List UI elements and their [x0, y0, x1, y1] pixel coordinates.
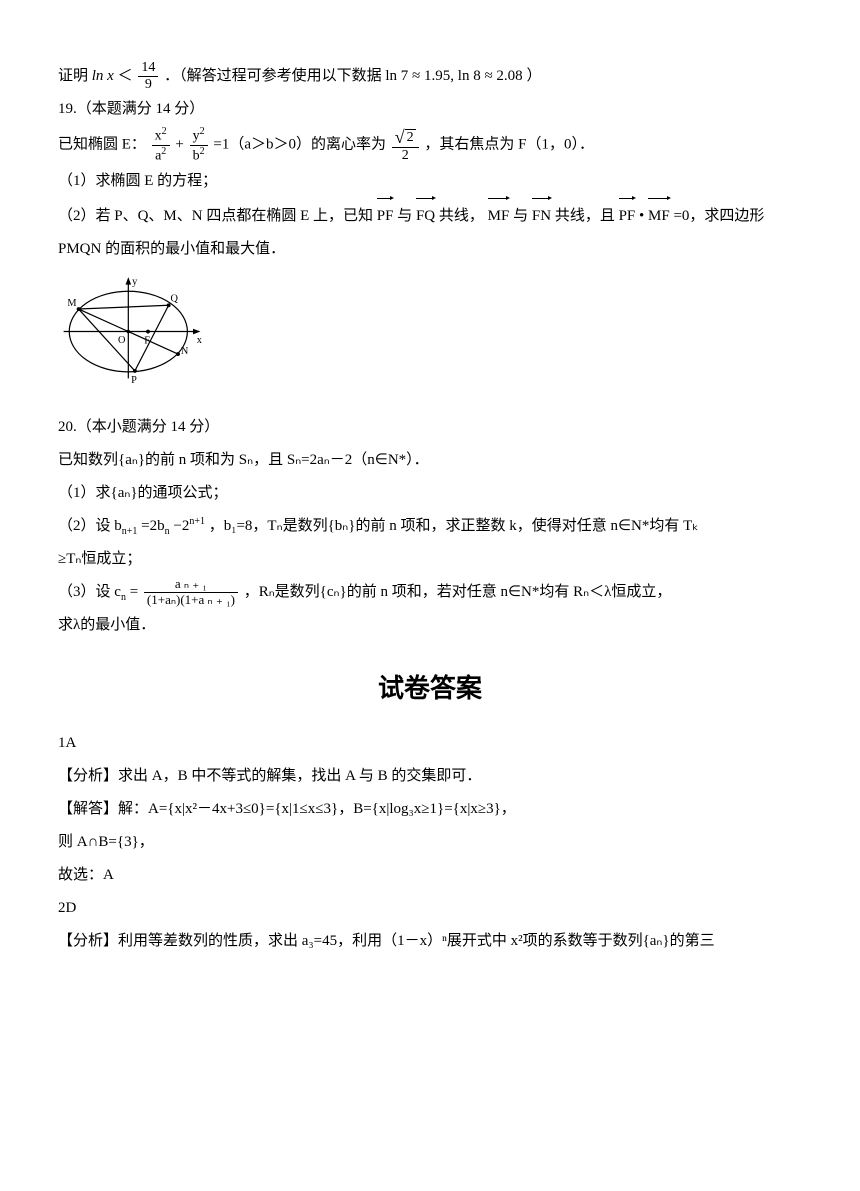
recurrence-eq: bn+1 =2bn −2n+1 — [114, 518, 208, 534]
text-collinear: 共线，且 — [555, 208, 615, 224]
ellipse-figure: y x O F M Q N P — [58, 272, 208, 392]
text-with: 与 — [397, 208, 412, 224]
q19-text-a: 已知椭圆 E： — [58, 137, 146, 153]
frac-den: 9 — [138, 76, 158, 93]
vec-label: FN — [532, 208, 551, 224]
q20-sub1: （1）求{aₙ}的通项公式； — [58, 477, 802, 510]
answers-title: 试卷答案 — [58, 660, 802, 717]
ans1-so: 故选：A — [58, 859, 802, 892]
frac-y2-b2: y2 b2 — [190, 126, 208, 165]
ans1-num: 1A — [58, 727, 802, 760]
sub-n: n — [121, 592, 126, 603]
frac-num: a ₙ ₊ ₁ — [144, 577, 238, 592]
eq-zero: =0，求四边形 — [673, 208, 764, 224]
point-m-label: M — [67, 298, 76, 309]
q20-stem: 已知数列{aₙ}的前 n 项和为 Sₙ，且 Sₙ=2aₙ－2（n∈N*）． — [58, 444, 802, 477]
lemma-data: ln 7 ≈ 1.95, ln 8 ≈ 2.08 — [385, 68, 522, 84]
q20-sub3-prefix: （3）设 — [58, 584, 111, 600]
focus-label: F — [144, 335, 150, 346]
lemma-note: ．（解答过程可参考使用以下数据 — [164, 68, 382, 84]
sub-n: n — [165, 526, 170, 537]
var-x: x — [155, 129, 162, 144]
vec-label: PF — [619, 208, 636, 224]
var-y: y — [193, 129, 200, 144]
vec-label: MF — [488, 208, 510, 224]
q20-sub3: （3）设 cn = a ₙ ₊ ₁ (1+aₙ)(1+a ₙ ₊ ₁) ，Rₙ是… — [58, 576, 802, 609]
eq-sign: = — [130, 584, 138, 600]
ans2-analysis: 【分析】利用等差数列的性质，求出 a₃=45，利用（1－x）ⁿ展开式中 x²项的… — [58, 925, 802, 958]
q20-header: 20.（本小题满分 14 分） — [58, 411, 802, 444]
frac-num: √2 — [392, 127, 419, 148]
sub-np1: n+1 — [122, 526, 138, 537]
sqrt-inner: 2 — [405, 129, 416, 145]
q20-sub2-prefix: （2）设 — [58, 518, 111, 534]
point-q-label: Q — [171, 293, 179, 304]
text-with: 与 — [513, 208, 528, 224]
vector-pf: PF — [377, 198, 394, 233]
var-c: c — [114, 584, 121, 600]
vec-label: PF — [377, 208, 394, 224]
frac-14-9: 14 9 — [138, 60, 158, 93]
var-b: b — [193, 149, 200, 164]
ans2-num: 2D — [58, 892, 802, 925]
vector-pf2: PF — [619, 198, 636, 233]
point-n-label: N — [181, 346, 189, 357]
q20-sub3c: 求λ的最小值． — [58, 609, 802, 642]
ans1-solve: 【解答】解：A={x|x²－4x+3≤0}={x|1≤x≤3}，B={x|log… — [58, 793, 802, 826]
frac-den: b2 — [190, 145, 208, 165]
q19-sub1: （1）求椭圆 E 的方程； — [58, 165, 802, 198]
var-b: b — [114, 518, 122, 534]
text-collinear: 共线， — [439, 208, 484, 224]
vector-fq: FQ — [416, 198, 435, 233]
q19-sub2-text: （2）若 P、Q、M、N 四点都在椭圆 E 上，已知 — [58, 208, 373, 224]
lemma-close: ） — [526, 68, 541, 84]
frac-x2-a2: x2 a2 — [152, 126, 170, 165]
point-p-label: P — [131, 375, 137, 386]
frac-num: y2 — [190, 126, 208, 145]
q19-stem: 已知椭圆 E： x2 a2 + y2 b2 =1（a＞b＞0）的离心率为 √2 … — [58, 126, 802, 165]
origin-label: O — [118, 334, 126, 345]
cn-def: cn = a ₙ ₊ ₁ (1+aₙ)(1+a ₙ ₊ ₁) — [114, 584, 243, 600]
frac-den: (1+aₙ)(1+a ₙ ₊ ₁) — [144, 592, 238, 608]
frac-num: x2 — [152, 126, 170, 145]
frac-num: 14 — [138, 60, 158, 76]
eq-2b: =2b — [141, 518, 164, 534]
q20-sub3-tail: ，Rₙ是数列{cₙ}的前 n 项和，若对任意 n∈N*均有 Rₙ＜λ恒成立， — [244, 584, 672, 600]
ans1-then: 则 A∩B={3}， — [58, 826, 802, 859]
frac-cn: a ₙ ₊ ₁ (1+aₙ)(1+a ₙ ₊ ₁) — [144, 577, 238, 608]
q19-text-b: ，其右焦点为 F（1，0）． — [424, 137, 594, 153]
lemma-line: 证明 ln x ＜ 14 9 ．（解答过程可参考使用以下数据 ln 7 ≈ 1.… — [58, 60, 802, 93]
lemma-prefix: 证明 — [58, 68, 88, 84]
q19-header: 19.（本题满分 14 分） — [58, 93, 802, 126]
q19-sub2: （2）若 P、Q、M、N 四点都在椭圆 E 上，已知 PF 与 FQ 共线， M… — [58, 198, 802, 233]
vector-fn: FN — [532, 198, 551, 233]
vec-label: FQ — [416, 208, 435, 224]
vector-mf2: MF — [648, 198, 670, 233]
q19-eq-text: =1（a＞b＞0）的离心率为 — [213, 137, 386, 153]
ans1-analysis: 【分析】求出 A，B 中不等式的解集，找出 A 与 B 的交集即可． — [58, 760, 802, 793]
minus-2: −2 — [173, 518, 189, 534]
lt-sign: ＜ — [118, 68, 133, 84]
q19-sub2b: PMQN 的面积的最小值和最大值． — [58, 233, 802, 266]
frac-den: 2 — [392, 147, 419, 164]
lemma-lhs: ln x — [92, 68, 114, 84]
axis-x-label: x — [197, 334, 203, 345]
q20-sub2: （2）设 bn+1 =2bn −2n+1 ，b₁=8，Tₙ是数列{bₙ}的前 n… — [58, 510, 802, 543]
q20-sub2c: ≥Tₙ恒成立； — [58, 543, 802, 576]
frac-sqrt2-2: √2 2 — [392, 127, 419, 165]
q20-sub2-tail: ，b₁=8，Tₙ是数列{bₙ}的前 n 项和，求正整数 k，使得对任意 n∈N*… — [209, 518, 699, 534]
frac-den: a2 — [152, 145, 170, 165]
dot-op: • — [639, 208, 644, 224]
vec-label: MF — [648, 208, 670, 224]
axis-y-label: y — [132, 276, 138, 287]
vector-mf: MF — [488, 198, 510, 233]
exp-np1: n+1 — [189, 516, 205, 527]
